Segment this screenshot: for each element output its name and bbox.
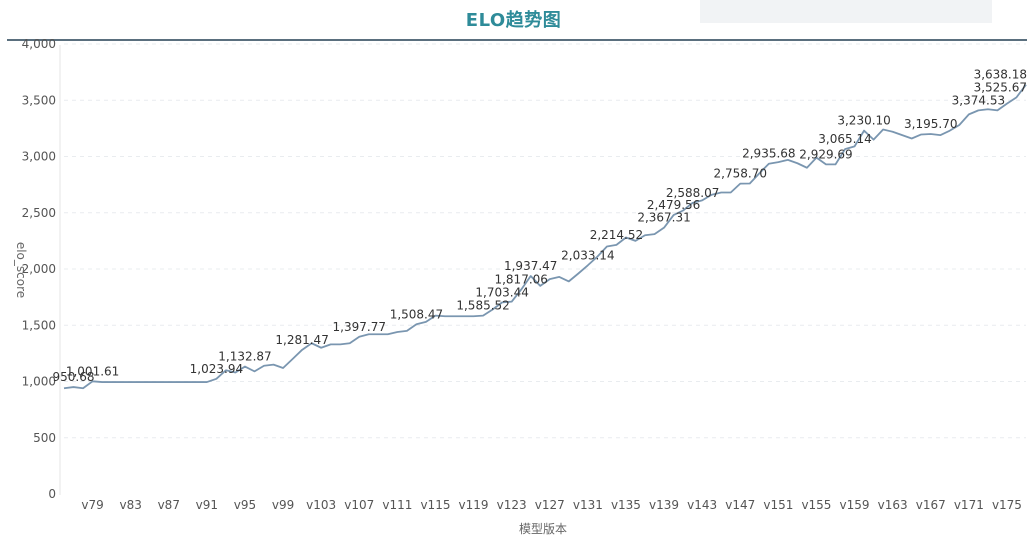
x-tick-label: v143 (687, 498, 717, 512)
x-tick-label: v159 (840, 498, 870, 512)
data-label: 1,397.77 (333, 320, 386, 334)
x-tick-label: v127 (535, 498, 565, 512)
data-label: 2,929.69 (799, 147, 852, 161)
y-tick-label: 3,500 (22, 93, 56, 107)
x-tick-label: v151 (763, 498, 793, 512)
x-tick-label: v147 (725, 498, 755, 512)
x-tick-label: v155 (801, 498, 831, 512)
data-label: 2,367.31 (637, 211, 690, 225)
x-tick-label: v171 (954, 498, 984, 512)
x-tick-label: v115 (420, 498, 450, 512)
data-label: 3,374.53 (952, 93, 1005, 107)
x-axis-title: 模型版本 (519, 522, 567, 536)
y-tick-label: 2,500 (22, 206, 56, 220)
x-tick-label: v91 (196, 498, 218, 512)
data-label: 2,214.52 (590, 228, 643, 242)
y-tick-label: 4,000 (22, 37, 56, 51)
data-label: 3,638.18 (974, 68, 1027, 82)
x-tick-label: v79 (81, 498, 103, 512)
y-tick-label: 1,500 (22, 318, 56, 332)
x-tick-label: v119 (459, 498, 489, 512)
x-tick-label: v107 (344, 498, 374, 512)
data-label: 1,508.47 (390, 307, 443, 321)
y-tick-label: 0 (48, 487, 56, 501)
data-label: 1,001.61 (66, 364, 119, 378)
x-tick-label: v95 (234, 498, 256, 512)
y-tick-label: 1,000 (22, 375, 56, 389)
y-axis-ticks: 0 500 1,000 1,500 2,000 2,500 3,000 3,500 4,000 (22, 37, 56, 501)
data-label: 3,230.10 (837, 114, 890, 128)
y-tick-label: 500 (33, 431, 56, 445)
x-tick-label: v87 (158, 498, 180, 512)
x-tick-label: v123 (497, 498, 527, 512)
x-tick-label: v131 (573, 498, 603, 512)
data-label: 950.68 (53, 370, 95, 384)
top-right-panel (700, 0, 992, 23)
y-tick-label: 3,000 (22, 150, 56, 164)
y-tick-label: 2,000 (22, 262, 56, 276)
x-tick-label: v175 (992, 498, 1022, 512)
x-tick-label: v167 (916, 498, 946, 512)
data-label: 1,817.06 (494, 273, 547, 287)
x-tick-label: v99 (272, 498, 294, 512)
data-label: 1,703.44 (475, 285, 528, 299)
x-tick-label: v103 (306, 498, 336, 512)
data-label: 1,281.47 (275, 333, 328, 347)
data-label: 1,023.94 (190, 362, 243, 376)
x-tick-label: v163 (878, 498, 908, 512)
grid-lines (64, 43, 1026, 439)
x-axis-ticks: v79 v83 v87 v91 v95 v99 v103 v107 v111 v115 v119 v1… (81, 498, 1022, 512)
data-label: 2,758.70 (714, 167, 767, 181)
x-tick-label: v111 (382, 498, 412, 512)
data-label: 1,937.47 (504, 259, 557, 273)
series-line (63, 84, 1027, 390)
data-label: 3,065.14 (818, 132, 871, 146)
title-divider (7, 39, 1027, 41)
series-layer (63, 84, 1027, 390)
data-label: 3,195.70 (904, 117, 957, 131)
data-label: 3,525.67 (974, 80, 1027, 94)
x-tick-label: v135 (611, 498, 641, 512)
data-label: 2,479.56 (647, 198, 700, 212)
data-labels: 950.681,001.61 1,023.941,132.87 1,281.47 1,… (53, 68, 1027, 384)
data-label: 2,935.68 (742, 147, 795, 161)
y-axis-title: elo_score (14, 242, 28, 298)
data-label: 2,588.07 (666, 186, 719, 200)
x-tick-label: v83 (119, 498, 141, 512)
data-label: 1,132.87 (218, 350, 271, 364)
x-tick-label: v139 (649, 498, 679, 512)
chart-title: ELO趋势图 (465, 10, 562, 31)
data-label: 2,033.14 (561, 248, 614, 262)
data-label: 1,585.52 (456, 299, 509, 313)
